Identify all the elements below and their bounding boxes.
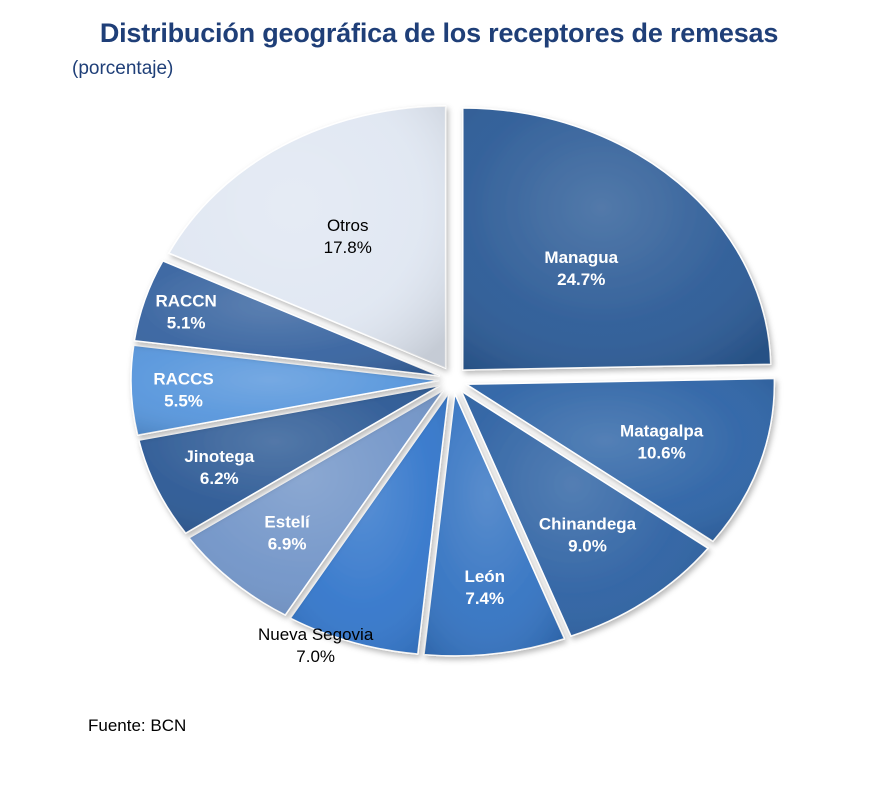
chart-subtitle: (porcentaje) [72,58,174,79]
pie-slice-nueva-segovia [289,392,450,655]
pie-slice-chinandega [459,389,710,637]
pie-label-value: 9.0% [568,536,607,555]
pie-labels: Managua 24.7% Matagalpa 10.6% Chinandega 9.0%… [153,216,703,666]
pie-label-estelí: Estelí 6.9% [264,512,311,553]
pie-slice-jinotega [137,384,441,535]
pie-slice-raccs [130,344,440,437]
pie-label-raccn: RACCN 5.1% [155,291,216,332]
pie-label-value: 24.7% [557,270,605,289]
pie-label-león: León 7.4% [464,567,505,608]
pie-label-jinotega: Jinotega 6.2% [184,447,254,488]
pie-label-category: Matagalpa [620,421,704,440]
pie-label-value: 10.6% [638,443,686,462]
pie-slice-highlight [423,393,565,656]
pie-slices [130,105,776,657]
pie-slice-otros [167,105,447,370]
pie-label-category: Otros [327,216,369,235]
pie-slice-raccn [133,259,440,377]
pie-label-category: Estelí [264,512,311,531]
pie-slice-highlight [461,391,708,637]
pie-slice-león [423,391,566,657]
pie-label-category: Chinandega [539,514,637,533]
pie-label-value: 6.2% [200,469,239,488]
chart-title: Distribución geográfica de los receptore… [99,18,779,48]
pie-label-category: RACCS [153,370,213,389]
pie-label-category: RACCN [155,291,216,310]
pie-slice-highlight [462,107,771,370]
pie-label-category: Nueva Segovia [258,625,374,644]
pie-label-category: Jinotega [184,447,254,466]
pie-label-otros: Otros 17.8% [324,216,372,257]
pie-slice-estelí [187,389,445,616]
pie-slice-highlight [138,385,441,534]
pie-label-chinandega: Chinandega 9.0% [539,514,637,555]
pie-label-managua: Managua 24.7% [544,248,618,289]
pie-label-value: 7.4% [465,589,504,608]
pie-label-raccs: RACCS 5.5% [153,370,213,411]
pie-slice-highlight [466,378,775,542]
pie-label-matagalpa: Matagalpa 10.6% [620,421,704,462]
pie-slice-highlight [168,106,446,369]
pie-slice-managua [462,107,772,371]
pie-label-category: León [464,567,505,586]
pie-label-value: 6.9% [268,534,307,553]
pie-label-value: 17.8% [324,238,372,257]
pie-slice-highlight [134,260,440,376]
pie-slice-highlight [131,345,440,436]
pie-slice-highlight [188,390,444,616]
pie-label-category: Managua [544,248,618,267]
pie-label-nueva-segovia: Nueva Segovia 7.0% [258,625,374,666]
pie-label-value: 5.1% [167,313,206,332]
pie-label-value: 5.5% [164,392,203,411]
chart-source: Fuente: BCN [88,716,187,735]
pie-label-value: 7.0% [296,647,335,666]
pie-slice-matagalpa [463,377,776,543]
pie-slice-highlight [290,393,449,654]
